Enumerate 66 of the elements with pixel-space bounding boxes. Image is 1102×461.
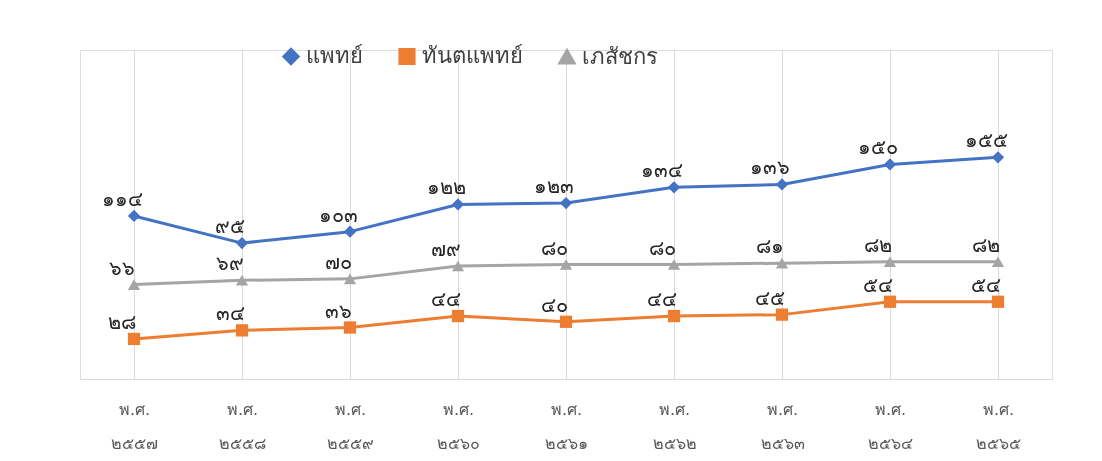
data-label: ๑๐๓ [318,202,358,227]
data-label: ๑๓๖ [750,155,790,180]
x-tick-label: พ.ศ. ๒๕๖๓ [760,399,805,453]
point [451,309,465,323]
point [451,198,465,211]
x-tick-label: พ.ศ. ๒๕๖๒ [652,399,697,453]
legend-label: เภสัชกร [582,43,658,69]
point [235,236,249,250]
point [235,275,249,286]
point [343,273,357,285]
x-tick-label: พ.ศ. ๒๕๖๔ [868,399,913,453]
x-tick-label: พ.ศ. ๒๕๖๕ [976,399,1021,453]
data-label: ๖๙ [216,251,244,276]
point [127,332,141,346]
x-tick-label: พ.ศ. ๒๕๖๐ [437,399,480,453]
point [451,260,465,272]
data-label: ๑๓๔ [641,158,683,183]
x-tick-label: พ.ศ. ๒๕๖๑ [545,399,588,453]
data-label: ๙๕ [215,214,245,239]
data-label: ๔๐ [540,292,568,317]
point [235,324,249,337]
point [127,279,141,290]
data-label: ๑๕๕ [964,128,1008,153]
data-label: ๑๒๓ [534,174,574,199]
point [343,225,357,238]
point [775,257,789,269]
data-label: ๔๔ [431,287,461,312]
x-tick-label: พ.ศ. ๒๕๕๙ [327,399,374,453]
point [775,308,789,321]
point [991,295,1005,308]
data-label: ๔๔ [647,287,677,312]
data-label: ๓๖ [324,298,352,323]
x-tick-label: พ.ศ. ๒๕๕๘ [219,399,266,453]
data-label: ๘๒ [864,232,892,257]
data-label: ๑๒๒ [426,175,466,200]
data-label: ๑๑๔ [101,186,143,211]
data-label: ๑๕๐ [858,135,898,160]
x-tick-label: พ.ศ. ๒๕๕๗ [111,399,158,453]
point [667,309,681,323]
point [127,209,141,223]
point [667,181,681,194]
point [559,315,573,328]
point [559,196,573,210]
data-label: ๘๐ [648,235,676,260]
point [883,158,897,171]
data-label: ๕๔ [863,272,893,297]
point [883,295,897,308]
point [559,259,573,270]
data-label: ๖๖ [109,255,135,280]
data-label: ๘๐ [540,235,568,260]
point [775,178,789,191]
point [667,259,681,270]
data-label: ๕๔ [971,272,1001,297]
data-label: ๔๕ [755,285,785,310]
data-label: ๘๑ [756,234,784,259]
data-label: ๘๒ [972,232,1000,257]
point [343,321,357,334]
point [883,256,897,268]
point [991,151,1005,164]
data-label: ๗๐ [324,249,352,274]
data-label: ๗๙ [431,237,461,261]
legend-label: ทันตแพทย์ [422,43,523,69]
data-label: ๒๘ [108,309,136,334]
legend-label: แพทย์ [306,43,363,69]
data-label: ๓๔ [215,301,245,326]
point [991,256,1005,268]
